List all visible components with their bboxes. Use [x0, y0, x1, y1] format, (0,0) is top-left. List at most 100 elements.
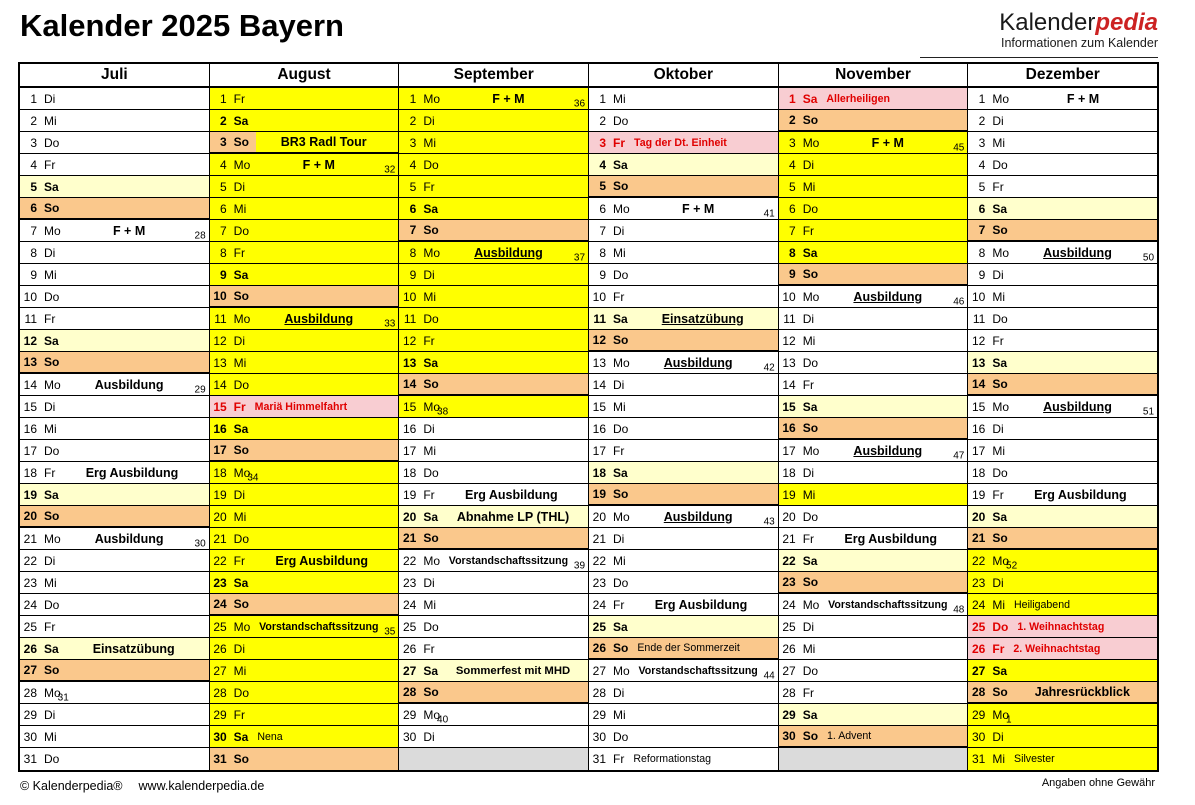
weekday-label: Mo: [233, 465, 251, 480]
day-number: 26: [972, 641, 986, 656]
day-number: 28: [972, 685, 986, 699]
day-number: 3: [30, 135, 37, 150]
day-number: 7: [789, 223, 796, 238]
month-header: Dezember: [968, 64, 1158, 88]
day-row: 13 Mo Ausbildung 42: [589, 352, 778, 374]
day-number: 5: [599, 179, 607, 193]
weekday-label: Fr: [233, 399, 246, 414]
day-row: 20 Do: [778, 506, 968, 528]
day-number: 20: [402, 509, 417, 524]
day-number: 16: [213, 421, 227, 436]
weekday-label: So: [992, 685, 1008, 699]
weekday-label: So: [44, 355, 60, 369]
day-number: 1: [219, 91, 227, 106]
day-row: 11 Do: [399, 308, 589, 330]
day-number: 17: [972, 443, 986, 458]
week-number: 52: [1006, 560, 1018, 571]
weekday-label: Di: [613, 685, 625, 700]
weekday-label: Fr: [423, 333, 435, 348]
weekday-label: Sa: [992, 663, 1008, 678]
weekday-label: Mo: [44, 685, 61, 700]
weekday-label: Mi: [423, 597, 437, 612]
day-row: 29 Sa: [778, 704, 968, 726]
day-row: 16 So: [778, 418, 968, 440]
weekday-label: Fr: [992, 333, 1004, 348]
event-label: Vorstandschaftssitzung: [448, 554, 569, 567]
weekday-label: So: [992, 531, 1008, 545]
week-number: 30: [194, 538, 206, 549]
day-row: 8 Mi: [589, 242, 778, 264]
empty-filler-row: [778, 748, 968, 770]
day-number: 3: [409, 135, 417, 150]
day-row: 7 Fr: [778, 220, 968, 242]
day-row: 25 Di: [778, 616, 968, 638]
day-number: 26: [213, 641, 227, 656]
day-row: 24 Do: [20, 594, 209, 616]
weekday-label: Mo: [992, 245, 1010, 260]
logo-divider: [920, 57, 1158, 58]
day-row: 28 So Jahresrückblick: [968, 682, 1158, 704]
weekday-label: Fr: [802, 685, 815, 700]
day-row: 2 Sa: [209, 110, 399, 132]
weekday-label: So: [423, 223, 439, 237]
day-number: 6: [789, 201, 796, 216]
day-number: 4: [599, 157, 607, 172]
day-number: 24: [23, 597, 37, 612]
weekday-label: Di: [44, 553, 56, 568]
week-number: 28: [194, 230, 206, 241]
weekday-label: Di: [802, 619, 815, 634]
weekday-label: Sa: [233, 729, 249, 744]
weekday-label: Mo: [992, 399, 1010, 414]
day-row: 13 So: [20, 352, 209, 374]
weekday-label: Sa: [233, 113, 249, 128]
weekday-label: Mo: [44, 531, 61, 546]
weekday-label: Mi: [44, 113, 57, 128]
day-row: 21 Mo Ausbildung 30: [20, 528, 209, 550]
day-row: 10 So: [209, 286, 399, 308]
day-number: 1: [978, 91, 986, 106]
week-number: 50: [1142, 252, 1155, 263]
week-number: 37: [573, 252, 586, 263]
weekday-label: Sa: [233, 267, 249, 282]
weekday-label: Fr: [802, 531, 815, 546]
day-number: 1: [789, 91, 796, 106]
weekday-label: Di: [233, 487, 246, 502]
weekday-label: Sa: [423, 663, 439, 678]
day-row: 9 Do: [589, 264, 778, 286]
event-label: Erg Ausbildung: [1034, 487, 1127, 502]
day-row: 12 Sa: [20, 330, 209, 352]
day-row: 14 Do: [209, 374, 399, 396]
day-row: 9 Mi: [20, 264, 209, 286]
weekday-label: Sa: [992, 355, 1008, 370]
day-row: 12 Mi: [778, 330, 968, 352]
day-number: 18: [23, 465, 37, 480]
day-number: 6: [30, 201, 37, 215]
day-row: 24 So: [209, 594, 399, 616]
event-label: Erg Ausbildung: [275, 553, 368, 568]
day-row: 25 Do: [399, 616, 589, 638]
week-number: 36: [573, 98, 586, 109]
day-number: 27: [782, 663, 796, 678]
day-row: 14 So: [399, 374, 589, 396]
day-number: 29: [782, 707, 796, 722]
event-label: Ausbildung: [1043, 245, 1112, 260]
weekday-label: Sa: [44, 487, 59, 502]
event-label: F + M: [492, 91, 525, 106]
weekday-label: Mi: [44, 729, 57, 744]
day-row: 3 Mi: [399, 132, 589, 154]
day-number: 12: [782, 333, 796, 348]
day-row: 1 Sa Allerheiligen: [778, 88, 968, 110]
event-label: Allerheiligen: [826, 92, 890, 105]
day-row: 19 Mi: [778, 484, 968, 506]
day-number: 9: [978, 267, 986, 282]
day-row: 27 Mo Vorstandschaftssitzung 44: [589, 660, 778, 682]
day-row: 15 Mo 38: [399, 396, 589, 418]
day-number: 27: [402, 663, 417, 678]
day-row: 5 Fr: [399, 176, 589, 198]
weekday-label: So: [613, 179, 629, 193]
week-number: 41: [763, 208, 775, 219]
day-row: 24 Mi: [399, 594, 589, 616]
day-row: 12 Fr: [968, 330, 1158, 352]
day-number: 11: [593, 311, 607, 326]
event-label: Jahresrückblick: [1034, 685, 1130, 699]
